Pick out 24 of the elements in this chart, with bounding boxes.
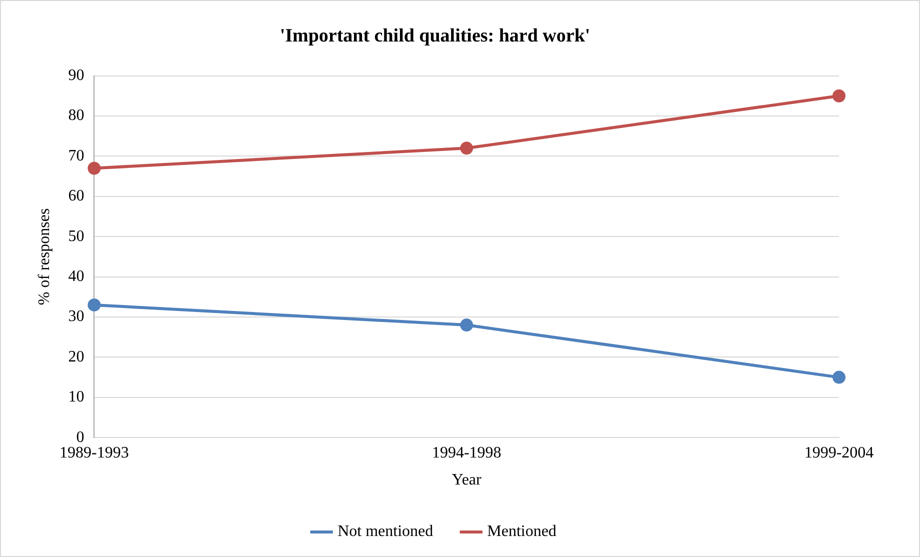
x-tick-label: 1989-1993 [60, 444, 129, 462]
legend-label: Not mentioned [338, 523, 434, 540]
y-tick-label: 90 [68, 67, 84, 84]
y-tick-label: 50 [68, 228, 84, 245]
point [88, 298, 101, 312]
y-tick-label: 40 [68, 268, 84, 286]
y-axis-title: % of responses [36, 208, 53, 306]
y-tick-label: 70 [68, 147, 84, 164]
x-axis-title: Year [452, 472, 482, 489]
y-tick-label: 30 [68, 308, 84, 326]
y-tick-label: 0 [76, 428, 84, 446]
point [88, 162, 101, 175]
point [832, 370, 846, 384]
chart-title: 'Important child qualities: hard work' [280, 25, 590, 46]
point [832, 89, 846, 102]
point [460, 142, 474, 155]
legend-label: Mentioned [487, 523, 556, 540]
point [460, 318, 474, 332]
y-tick-label: 60 [68, 188, 84, 205]
y-tick-label: 20 [68, 348, 84, 366]
x-tick-label: 1994-1998 [432, 444, 502, 462]
y-tick-label: 10 [68, 388, 84, 406]
x-tick-label: 1999-2004 [804, 444, 874, 462]
y-tick-label: 80 [68, 107, 84, 124]
